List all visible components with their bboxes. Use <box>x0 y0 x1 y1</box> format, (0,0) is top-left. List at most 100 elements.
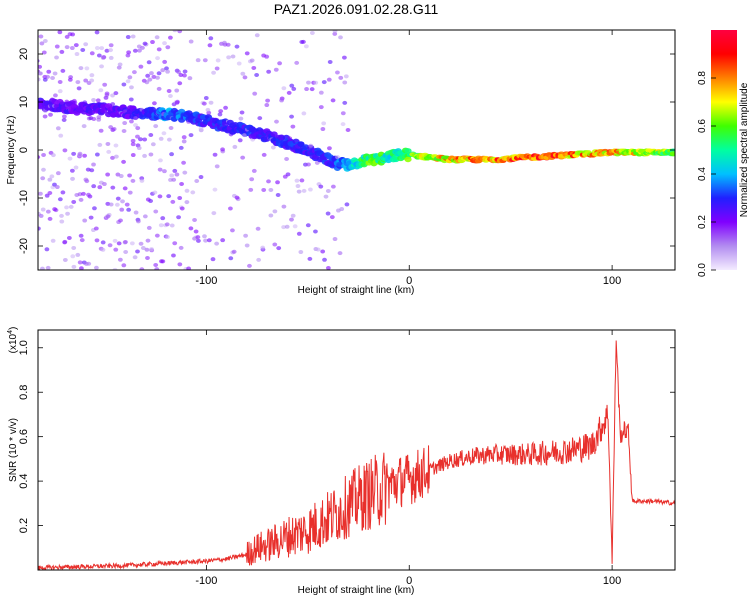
spectrogram-noise-cell <box>266 179 271 184</box>
spectrogram-noise-cell <box>113 247 119 252</box>
spectrogram-y-tick-label: -20 <box>18 238 30 254</box>
spectrogram-noise-cell <box>261 152 267 157</box>
spectrogram-noise-cell <box>71 151 77 156</box>
spectrogram-noise-cell <box>124 202 130 207</box>
spectrogram-noise-cell <box>313 229 318 234</box>
snr-y-axis-label: SNR (10 * v/v) <box>8 418 19 482</box>
spectrogram-noise-cell <box>171 177 177 182</box>
spectrogram-noise-cell <box>206 238 212 243</box>
spectrogram-noise-cell <box>50 238 56 243</box>
spectrogram-noise-cell <box>140 245 146 250</box>
spectrogram-noise-cell <box>112 267 118 270</box>
spectrogram-noise-cell <box>174 172 180 177</box>
spectrogram-noise-cell <box>186 266 192 270</box>
spectrogram-noise-cell <box>154 35 160 40</box>
spectrogram-noise-cell <box>323 194 329 199</box>
spectrogram-noise-cell <box>84 66 90 71</box>
spectrogram-noise-cell <box>89 51 95 56</box>
spectrogram-noise-cell <box>192 217 197 222</box>
spectrogram-noise-cell <box>148 133 154 138</box>
spectrogram-noise-cell <box>160 216 166 221</box>
spectrogram-noise-cell <box>264 103 270 108</box>
spectrogram-noise-cell <box>306 80 311 85</box>
spectrogram-noise-cell <box>166 137 172 142</box>
snr-y-tick-label: 1.0 <box>18 340 30 355</box>
snr-multiplier-base: (x10 <box>8 333 19 353</box>
spectrogram-noise-cell <box>146 225 152 230</box>
spectrogram-noise-cell <box>104 93 110 98</box>
spectrogram-noise-cell <box>38 64 43 69</box>
snr-multiplier-close: ) <box>8 327 19 330</box>
spectrogram-noise-cell <box>64 205 69 210</box>
spectrogram-noise-cell <box>68 204 74 209</box>
spectrogram-noise-cell <box>342 55 347 60</box>
spectrogram-noise-cell <box>113 91 119 96</box>
spectrogram-noise-cell <box>145 256 150 261</box>
spectrogram-noise-cell <box>108 43 114 48</box>
spectrogram-noise-cell <box>275 180 280 185</box>
spectrogram-noise-cell <box>121 263 127 268</box>
spectrogram-noise-cell <box>133 210 139 215</box>
spectrogram-noise-cell <box>238 116 244 121</box>
spectrogram-noise-cell <box>132 255 138 260</box>
snr-y-tick-label: 0.8 <box>18 385 30 400</box>
spectrogram-noise-cell <box>140 45 145 50</box>
spectrogram-noise-cell <box>57 30 63 35</box>
spectrogram-noise-cell <box>212 152 218 157</box>
spectrogram-noise-cell <box>102 182 107 187</box>
spectrogram-noise-cell <box>61 117 67 122</box>
spectrogram-noise-cell <box>337 251 343 256</box>
spectrogram-noise-cell <box>172 30 178 33</box>
spectrogram-noise-cell <box>145 238 151 243</box>
spectrogram-noise-cell <box>215 58 221 63</box>
spectrogram-noise-cell <box>129 119 134 124</box>
spectrogram-noise-cell <box>89 73 95 78</box>
spectrogram-noise-cell <box>111 127 117 132</box>
spectrogram-noise-cell <box>55 171 61 176</box>
spectrogram-noise-cell <box>100 240 106 245</box>
spectrogram-noise-cell <box>58 133 64 138</box>
spectrogram-noise-cell <box>318 105 324 110</box>
spectrogram-noise-cell <box>306 162 311 167</box>
spectrogram-noise-cell <box>47 177 53 182</box>
spectrogram-noise-cell <box>174 88 180 93</box>
spectrogram-noise-cell <box>94 238 100 243</box>
spectrogram-noise-cell <box>332 31 338 36</box>
spectrogram-noise-cell <box>330 184 336 189</box>
spectrogram-plot-area <box>38 30 675 270</box>
spectrogram-noise-cell <box>106 149 112 154</box>
spectrogram-noise-cell <box>53 93 58 98</box>
spectrogram-noise-cell <box>153 124 159 129</box>
spectrogram-noise-cell <box>236 61 242 66</box>
spectrogram-noise-cell <box>338 75 344 80</box>
spectrogram-noise-cell <box>275 193 281 198</box>
spectrogram-noise-cell <box>139 267 145 270</box>
spectrogram-noise-cell <box>126 207 132 212</box>
spectrogram-noise-cell <box>42 38 48 43</box>
snr-panel: -100 0 100 0.2 0.4 0.6 0.8 1.0 Height of strai… <box>7 327 676 596</box>
spectrogram-noise-cell <box>309 30 315 35</box>
snr-multiplier: (x104) <box>7 327 19 354</box>
spectrogram-noise-cell <box>38 58 40 63</box>
colorbar-label: Normalized spectral amplitude <box>739 82 750 217</box>
spectrogram-noise-cell <box>54 44 60 49</box>
spectrogram-noise-cell <box>277 61 283 66</box>
spectrogram-noise-cell <box>135 126 141 131</box>
spectrogram-noise-cell <box>165 235 170 240</box>
spectrogram-noise-cell <box>272 209 278 214</box>
spectrogram-noise-cell <box>208 100 214 105</box>
spectrogram-noise-cell <box>273 67 279 72</box>
spectrogram-noise-cell <box>136 146 142 151</box>
snr-y-tick-label: 0.6 <box>18 429 30 444</box>
spectrogram-noise-cell <box>100 247 106 252</box>
spectrogram-noise-cell <box>188 39 194 44</box>
spectrogram-noise-cell <box>155 56 160 61</box>
snr-x-tick-label: 0 <box>406 575 412 587</box>
spectrogram-noise-cell <box>118 174 124 179</box>
spectrogram-noise-cell <box>178 72 184 77</box>
spectrogram-noise-cell <box>327 146 332 151</box>
spectrogram-noise-cell <box>126 50 132 55</box>
spectrogram-noise-cell <box>125 53 131 58</box>
spectrogram-noise-cell <box>171 253 176 258</box>
spectrogram-noise-cell <box>214 164 220 169</box>
